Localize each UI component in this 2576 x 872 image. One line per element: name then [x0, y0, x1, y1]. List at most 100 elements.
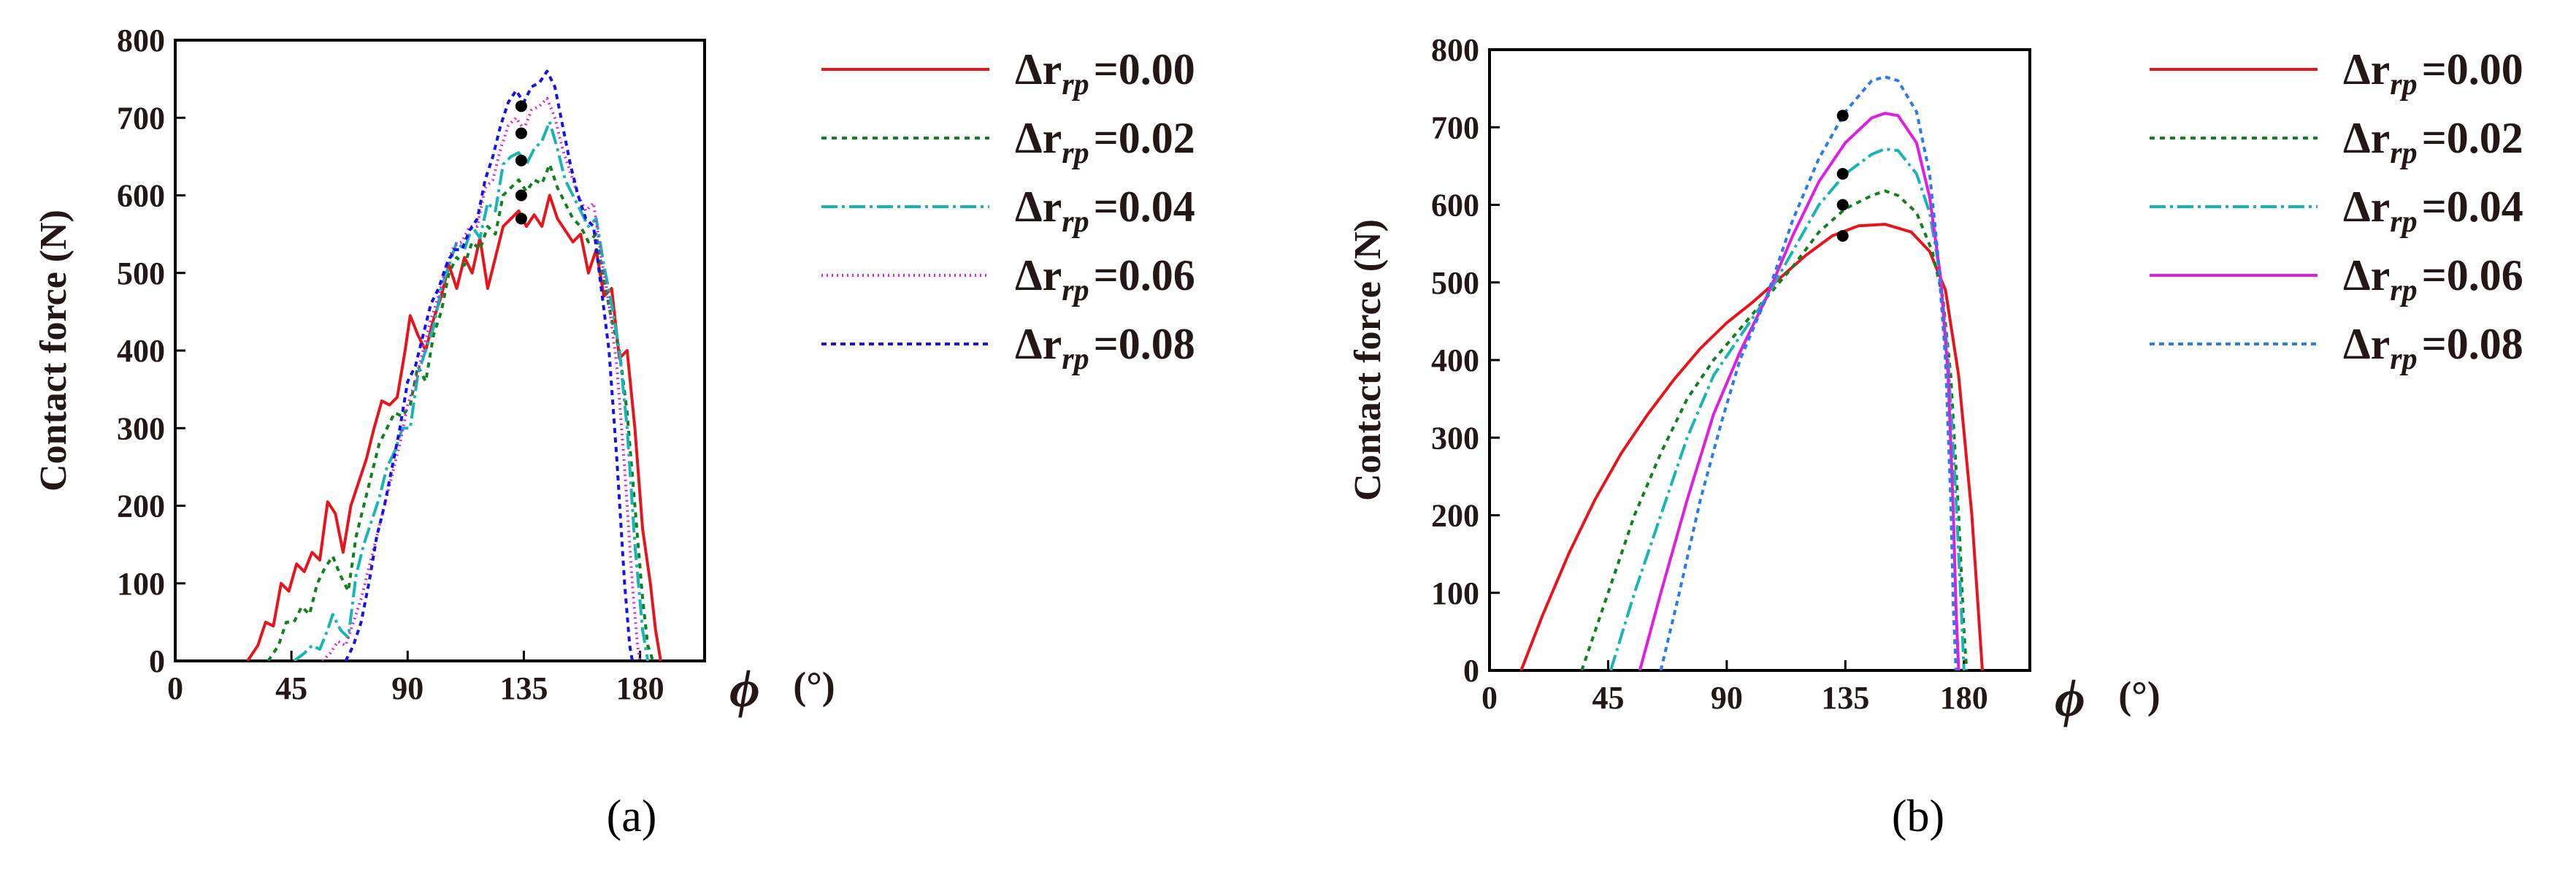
panel-label: (b) — [1892, 792, 1944, 841]
peak-marker — [515, 100, 527, 112]
legend-value: =0.02 — [1094, 114, 1195, 162]
x-tick-label: 180 — [616, 670, 664, 706]
chart-svg: 0 100 200 300 400 500 600 700 800 0 45 90 135 180 Cont… — [33, 23, 1195, 841]
x-tick-label: 0 — [167, 670, 183, 706]
y-tick-label: 700 — [117, 100, 165, 136]
legend-prefix: Δr — [2343, 251, 2390, 299]
chart-panel-b: 0 100 200 300 400 500 600 700 800 0 45 90 135 180 Cont… — [1288, 0, 2576, 872]
series-line-4 — [1659, 75, 1958, 670]
x-axis-label-unit: (°) — [793, 664, 835, 708]
peak-marker — [515, 213, 527, 225]
y-tick-label: 800 — [1431, 32, 1479, 68]
y-tick-label: 0 — [149, 643, 165, 679]
legend-value: =0.02 — [2422, 114, 2523, 162]
series-group — [246, 69, 662, 661]
legend-subscript: rp — [2390, 274, 2417, 307]
legend-label-1: Δrrp =0.02 — [1015, 114, 1195, 170]
y-tick-label: 500 — [1431, 265, 1479, 301]
y-tick-label: 400 — [1431, 343, 1479, 378]
legend-label-1: Δrrp =0.02 — [2343, 114, 2523, 170]
y-tick-label: 700 — [1431, 110, 1479, 145]
legend-value: =0.04 — [2422, 183, 2523, 231]
x-tick-label: 135 — [499, 670, 548, 706]
x-tick-label: 90 — [1711, 680, 1743, 716]
y-axis-label: Contact force (N) — [1347, 219, 1389, 501]
series-line-1 — [1580, 189, 1969, 670]
legend-label-3: Δrrp =0.06 — [2343, 251, 2523, 307]
legend-subscript: rp — [2390, 68, 2417, 102]
y-axis-label: Contact force (N) — [33, 210, 74, 492]
legend-prefix: Δr — [1015, 45, 1062, 93]
legend-label-2: Δrrp =0.04 — [2343, 183, 2523, 239]
panel-label: (a) — [607, 792, 657, 841]
y-tick-label: 200 — [1431, 498, 1479, 534]
peak-marker — [515, 189, 527, 202]
series-line-2 — [293, 120, 650, 661]
legend-prefix: Δr — [1015, 114, 1062, 162]
legend-label-2: Δrrp =0.04 — [1015, 183, 1195, 239]
x-tick-label: 0 — [1481, 680, 1498, 716]
legend-subscript: rp — [2390, 343, 2417, 376]
peak-marker — [1836, 110, 1849, 122]
x-tick-label: 180 — [1940, 680, 1988, 716]
legend-label-3: Δrrp =0.06 — [1015, 251, 1195, 307]
peak-marker — [1836, 199, 1849, 211]
peak-marker — [515, 127, 527, 139]
legend-value: =0.00 — [1094, 45, 1195, 93]
y-tick-label: 300 — [1431, 420, 1479, 456]
y-tick-label: 500 — [117, 256, 165, 291]
legend-label-0: Δrrp =0.00 — [1015, 45, 1195, 102]
legend-subscript: rp — [1062, 274, 1089, 307]
peak-marker — [515, 154, 527, 167]
y-tick-label: 100 — [117, 566, 165, 602]
y-tick-label: 300 — [117, 410, 165, 446]
chart-svg: 0 100 200 300 400 500 600 700 800 0 45 90 135 180 Cont… — [1347, 32, 2523, 841]
peak-marker — [1836, 230, 1849, 242]
series-line-3 — [1638, 112, 1960, 670]
x-tick-label: 45 — [275, 670, 307, 706]
x-tick-label: 90 — [391, 670, 423, 706]
chart-panel-a: 0 100 200 300 400 500 600 700 800 0 45 90 135 180 Cont… — [33, 23, 1195, 841]
legend-value: =0.08 — [2422, 320, 2523, 368]
legend-label-4: Δrrp =0.08 — [1015, 320, 1195, 376]
legend-subscript: rp — [1062, 343, 1089, 376]
y-tick-label: 0 — [1463, 653, 1479, 689]
legend-prefix: Δr — [1015, 320, 1062, 368]
legend-subscript: rp — [1062, 68, 1089, 102]
legend-label-0: Δrrp =0.00 — [2343, 45, 2523, 102]
x-axis-label-unit: (°) — [2118, 673, 2161, 717]
legend-prefix: Δr — [1015, 251, 1062, 299]
series-group — [1519, 75, 1984, 670]
legend-value: =0.04 — [1094, 183, 1195, 231]
legend-value: =0.08 — [1094, 320, 1195, 368]
x-tick-label: 135 — [1821, 680, 1869, 716]
series-line-2 — [1609, 148, 1966, 670]
x-axis-label-symbol: ϕ — [2055, 669, 2085, 727]
legend-label-4: Δrrp =0.08 — [2343, 320, 2523, 376]
series-line-0 — [1519, 223, 1984, 670]
y-tick-label: 200 — [117, 489, 165, 524]
legend-prefix: Δr — [2343, 114, 2390, 162]
x-axis-label-symbol: ϕ — [729, 659, 760, 718]
y-tick-label: 400 — [117, 333, 165, 369]
legend-value: =0.00 — [2422, 45, 2523, 93]
x-tick-label: 45 — [1592, 680, 1624, 716]
legend-value: =0.06 — [2422, 251, 2523, 299]
legend-value: =0.06 — [1094, 251, 1195, 299]
legend-prefix: Δr — [2343, 183, 2390, 231]
y-tick-label: 600 — [117, 178, 165, 214]
legend-prefix: Δr — [2343, 320, 2390, 368]
peak-marker — [1836, 168, 1849, 180]
legend-prefix: Δr — [1015, 183, 1062, 231]
legend-prefix: Δr — [2343, 45, 2390, 93]
series-line-3 — [321, 96, 642, 661]
y-tick-label: 800 — [117, 23, 165, 58]
legend-subscript: rp — [2390, 205, 2417, 239]
series-line-1 — [267, 163, 655, 661]
legend-subscript: rp — [1062, 205, 1089, 239]
legend-subscript: rp — [2390, 137, 2417, 170]
y-tick-label: 100 — [1431, 575, 1479, 611]
legend-subscript: rp — [1062, 137, 1089, 170]
series-line-4 — [344, 69, 634, 661]
y-tick-label: 600 — [1431, 188, 1479, 223]
